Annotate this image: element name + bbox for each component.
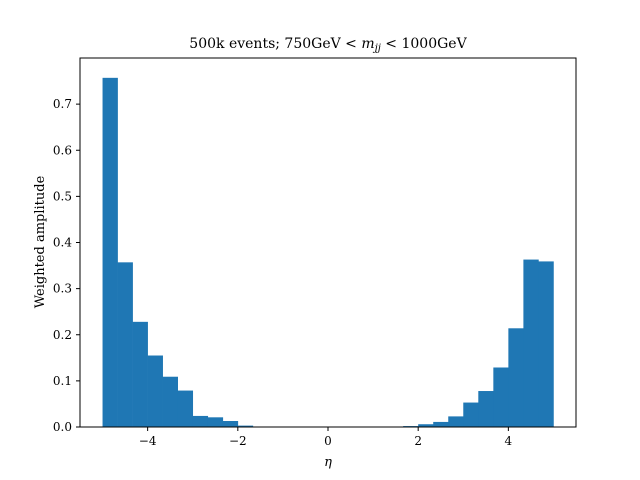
title-math-m: m <box>361 36 374 52</box>
histogram-bar <box>147 355 163 427</box>
histogram-bar <box>207 417 224 427</box>
histogram-bar <box>237 425 254 427</box>
histogram-bar <box>448 416 464 427</box>
y-tick-label: 0.5 <box>53 189 72 203</box>
chart-title: 500k events; 750GeV < mjj < 1000GeV <box>189 36 467 54</box>
title-math-sub: jj <box>373 43 381 54</box>
x-axis-label: η <box>324 455 332 470</box>
histogram-bar <box>117 262 133 427</box>
histogram-bar <box>508 328 524 427</box>
histogram-bar <box>177 390 194 427</box>
y-tick-label: 0.3 <box>53 282 72 296</box>
y-tick-label: 0.4 <box>53 236 72 250</box>
y-tick-label: 0.1 <box>53 374 72 388</box>
histogram-bars <box>102 77 554 428</box>
histogram-bar <box>493 367 509 427</box>
histogram-bar <box>478 391 494 427</box>
title-prefix: 500k events; 750GeV < <box>189 36 361 52</box>
x-tick-label: 0 <box>324 434 332 448</box>
histogram-bar <box>222 421 239 427</box>
title-suffix: < 1000GeV <box>381 36 468 52</box>
histogram-bar <box>463 402 479 427</box>
y-tick-label: 0.6 <box>53 143 72 157</box>
histogram-bar <box>418 424 434 427</box>
histogram-bar <box>192 415 209 427</box>
y-tick-label: 0.7 <box>53 97 72 111</box>
histogram-bar <box>102 77 118 428</box>
x-tick-label: 2 <box>414 434 422 448</box>
x-tick-label: −4 <box>139 434 157 448</box>
y-axis-label: Weighted amplitude <box>33 175 48 308</box>
histogram-bar <box>132 321 148 427</box>
histogram-bar <box>538 261 554 427</box>
y-tick-label: 0.2 <box>53 328 72 342</box>
x-tick-label: −2 <box>229 434 247 448</box>
x-axis-ticks: −4 −2 0 2 4 <box>139 427 513 448</box>
x-tick-label: 4 <box>505 434 513 448</box>
y-axis-ticks: 0.0 0.1 0.2 0.3 0.4 0.5 0.6 0.7 <box>53 97 80 434</box>
histogram-bar <box>433 421 449 427</box>
histogram-bar <box>162 376 178 427</box>
y-tick-label: 0.0 <box>53 420 72 434</box>
histogram-bar <box>523 259 539 427</box>
